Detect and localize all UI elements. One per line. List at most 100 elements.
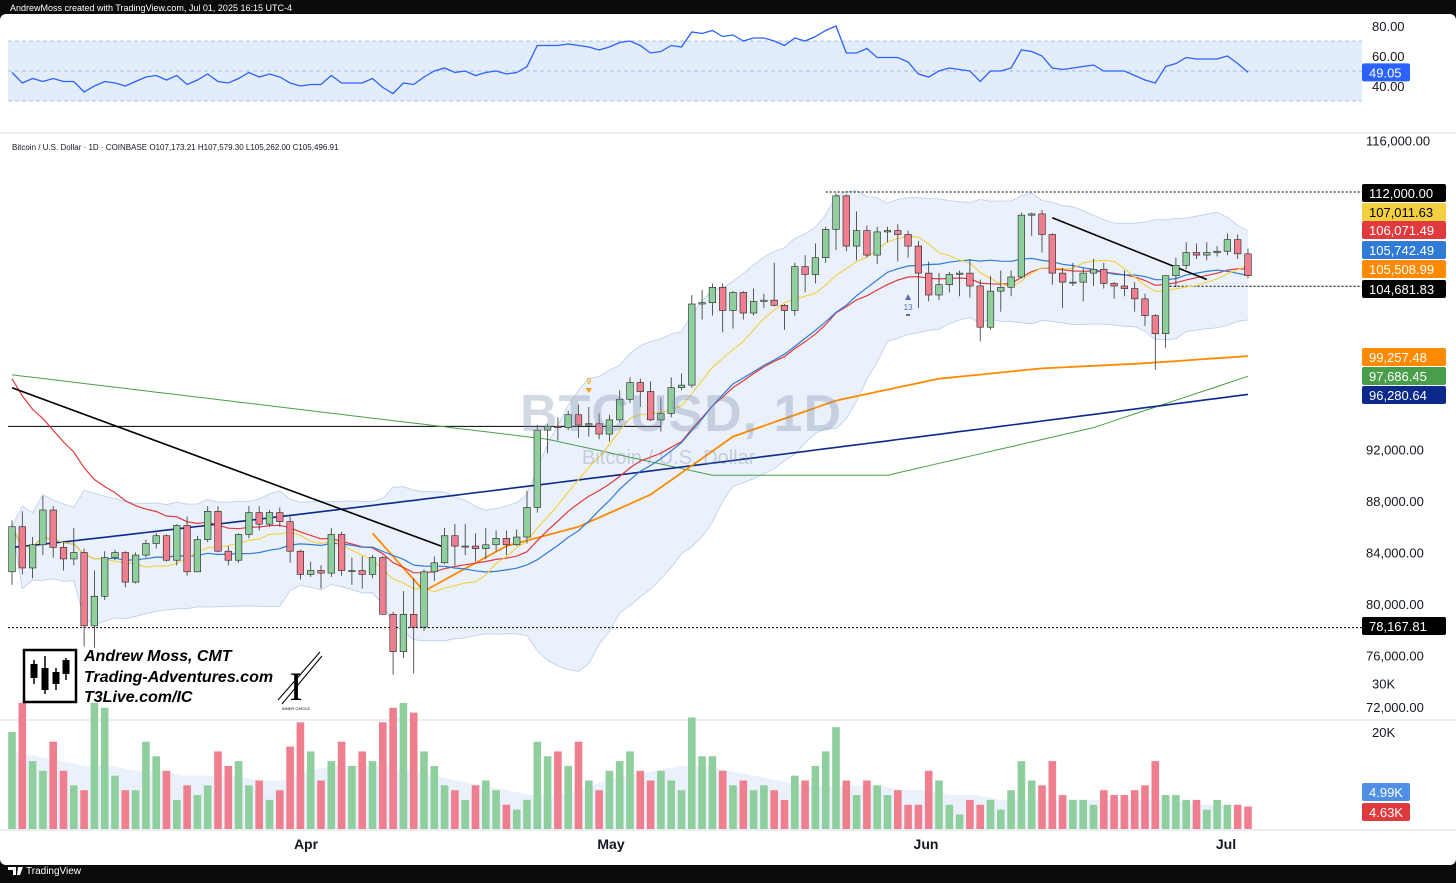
candle-body — [1131, 288, 1139, 300]
candle-body — [585, 423, 593, 426]
volume-bar — [111, 775, 119, 829]
volume-bar — [729, 785, 737, 829]
rsi-tick-label: 80.00 — [1372, 19, 1405, 34]
indicator-value-tag: 106,071.49 — [1369, 223, 1434, 238]
volume-bar — [379, 722, 387, 829]
volume-bar — [523, 799, 531, 829]
candle-body — [492, 538, 500, 546]
volume-bar — [966, 799, 974, 829]
volume-bar — [90, 702, 99, 829]
volume-bar — [976, 804, 984, 829]
price-tick-label: 88,000.00 — [1366, 494, 1424, 509]
candle-body — [451, 535, 459, 547]
candle-body — [945, 274, 953, 285]
volume-bar — [18, 702, 27, 829]
volume-bar — [337, 741, 346, 829]
candle-body — [873, 231, 881, 256]
volume-bar — [1141, 785, 1149, 829]
rsi-value-tag-bg — [1362, 63, 1410, 82]
inner-circle-logo-text: INNER CIRCLE — [282, 706, 311, 711]
candle-body — [1100, 268, 1108, 284]
volume-bar — [306, 751, 315, 829]
candle-body — [18, 526, 26, 569]
volume-bar — [1100, 790, 1108, 829]
candle-body — [523, 507, 531, 538]
volume-bar — [1244, 806, 1252, 829]
candle-body — [1007, 276, 1015, 288]
candle-body — [1223, 239, 1231, 252]
chart-credit: AndrewMoss created with TradingView.com,… — [10, 3, 292, 13]
candle-body — [616, 398, 624, 421]
candle-body — [204, 510, 212, 540]
candle-body — [101, 557, 109, 597]
volume-bar — [234, 761, 243, 829]
volume-bar — [183, 785, 191, 829]
volume-bar — [585, 780, 593, 829]
candle-body — [80, 552, 88, 627]
candle-body — [327, 534, 335, 574]
level-tag-mid: 104,681.83 — [1369, 282, 1434, 297]
volume-bar — [348, 765, 356, 829]
volume-bar — [152, 756, 160, 829]
volume-bar — [70, 785, 78, 829]
author-link: T3Live.com/IC — [84, 689, 193, 706]
candle-body — [966, 272, 974, 287]
volume-bar — [100, 707, 109, 829]
volume-bar — [358, 751, 366, 829]
td-marker — [906, 314, 911, 316]
volume-bar — [440, 785, 449, 829]
candle-body — [749, 301, 758, 314]
candle-body — [801, 266, 809, 275]
volume-bar — [317, 780, 325, 829]
volume-bar — [1120, 795, 1129, 829]
indicator-value-tag-bg — [1362, 241, 1446, 259]
candle-body — [883, 230, 892, 233]
volume-tag-down: 4.63K — [1369, 805, 1403, 820]
volume-bar — [739, 780, 748, 829]
volume-bar — [39, 770, 47, 829]
candle-body — [719, 286, 727, 311]
volume-bar — [852, 795, 861, 829]
candle-body — [337, 534, 346, 571]
candle-body — [554, 426, 562, 428]
candles-logo-frame — [22, 648, 78, 704]
level-tag-top: 112,000.00 — [1369, 186, 1433, 201]
candle-body — [368, 557, 377, 575]
tradingview-footer-logo[interactable]: TradingView — [26, 866, 82, 877]
volume-bar — [605, 770, 614, 829]
volume-bar — [914, 804, 923, 829]
indicator-value-tag: 107,011.63 — [1369, 205, 1433, 220]
volume-bar — [1130, 790, 1139, 829]
candle-body — [832, 195, 840, 230]
time-axis: Apr May Jun Jul — [0, 829, 1456, 852]
candle-body — [1203, 252, 1211, 256]
volume-bar — [1007, 790, 1015, 829]
candle-body — [265, 512, 274, 525]
month-label: Apr — [294, 836, 319, 852]
volume-bar — [1213, 799, 1221, 829]
candle-body — [976, 285, 984, 328]
volume-bar — [131, 790, 140, 829]
price-tick-label: 80,000.00 — [1366, 597, 1424, 612]
symbol-ohlc-legend[interactable]: Bitcoin / U.S. Dollar · 1D · COINBASE O1… — [12, 143, 339, 152]
volume-bar — [492, 790, 500, 829]
candle-body — [811, 257, 819, 275]
td-count-label: 13 — [904, 303, 913, 312]
volume-bar — [430, 765, 439, 829]
indicator-value-tag-bg — [1362, 367, 1446, 385]
candle-body — [646, 391, 655, 421]
candle-body — [193, 539, 202, 573]
candle-body — [997, 286, 1005, 292]
candle-body — [739, 292, 747, 314]
candle-body — [90, 595, 98, 627]
volume-bar — [389, 707, 397, 829]
volume-bar — [986, 799, 995, 829]
volume-bar — [615, 761, 624, 829]
month-label: Jul — [1216, 836, 1236, 852]
candle-body — [8, 526, 16, 573]
candle-body — [904, 234, 912, 247]
volume-bar — [173, 799, 181, 829]
candle-body — [533, 429, 541, 508]
indicator-value-tag-bg — [1362, 203, 1446, 221]
volume-bar — [1161, 795, 1170, 829]
